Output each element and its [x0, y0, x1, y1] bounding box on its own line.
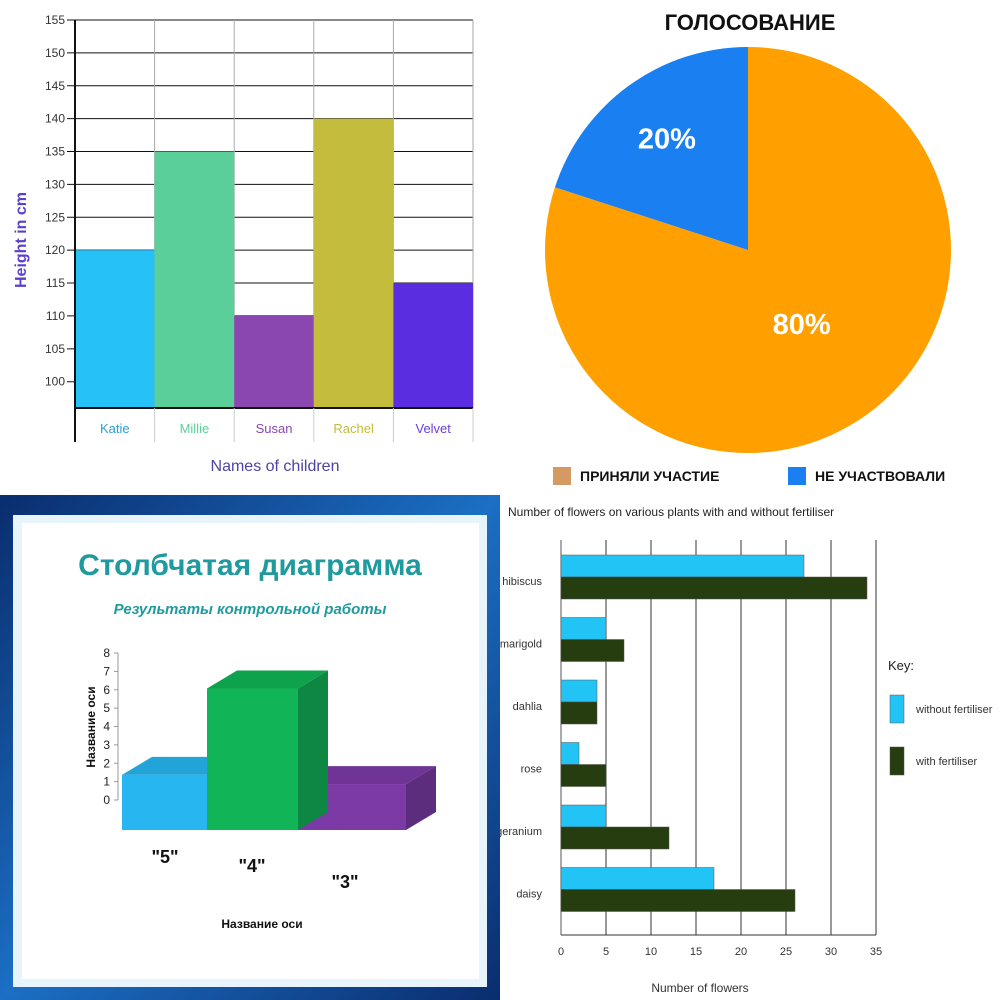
y-axis-title: Название оси	[84, 686, 98, 767]
x-tick-label: 20	[735, 946, 747, 958]
results-3d-bar-slide: Столбчатая диаграмма Результаты контрольн…	[0, 495, 500, 1000]
y-tick-label: 1	[103, 775, 110, 789]
legend-label: ПРИНЯЛИ УЧАСТИЕ	[580, 468, 719, 484]
y-tick-label: 7	[103, 664, 110, 678]
y-tick-label: 2	[103, 756, 110, 770]
x-tick-label: Rachel	[333, 421, 374, 436]
y-tick-label: 120	[45, 243, 65, 257]
x-tick-label: "3"	[331, 872, 358, 892]
chart-title: Number of flowers on various plants with…	[508, 505, 834, 519]
y-tick-label: 110	[46, 309, 65, 323]
y-tick-label: 155	[45, 13, 65, 27]
voting-pie-svg: ГОЛОСОВАНИЕ 80% 20% ПРИНЯЛИ УЧАСТИЕ НЕ УЧАСТ…	[545, 10, 951, 485]
y-tick-label: daisy	[516, 889, 542, 901]
legend-swatch	[889, 694, 905, 724]
bar-hibiscus-with	[560, 576, 868, 600]
legend-label: with fertiliser	[915, 756, 977, 768]
x-tick-label: 25	[780, 946, 792, 958]
x-tick-label: Katie	[100, 421, 130, 436]
bar-daisy-without	[560, 867, 715, 890]
legend-swatch	[889, 746, 905, 776]
bar-geranium-without	[560, 804, 607, 828]
y-tick-label: rose	[521, 764, 542, 776]
y-tick-label: 6	[103, 683, 110, 697]
voting-pie-chart: ГОЛОСОВАНИЕ 80% 20% ПРИНЯЛИ УЧАСТИЕ НЕ УЧАСТ…	[500, 0, 1000, 495]
x-tick-label: 0	[558, 946, 564, 958]
pie-slice-label: 80%	[773, 309, 831, 341]
legend-swatch	[788, 467, 806, 485]
x-tick-label: Susan	[256, 421, 293, 436]
y-tick-label: 145	[45, 79, 65, 93]
x-tick-label: Millie	[180, 421, 210, 436]
bar-front	[122, 774, 208, 830]
results-3d-bar-svg: Столбчатая диаграмма Результаты контрольн…	[0, 495, 500, 1000]
y-tick-label: geranium	[500, 826, 542, 838]
bar-hibiscus-without	[560, 554, 805, 578]
x-axis-title: Название оси	[221, 917, 302, 931]
y-tick-label: 140	[45, 112, 65, 126]
children-height-chart: 100 105 110 115 120 125 130 135 140 145 150 155 Kati…	[0, 0, 500, 490]
pie-slice	[554, 47, 748, 250]
x-tick-label: Velvet	[415, 421, 451, 436]
y-tick-label: 5	[103, 701, 110, 715]
x-axis-title: Names of children	[211, 458, 340, 475]
legend-swatch	[553, 467, 571, 485]
bar-millie	[154, 151, 235, 408]
x-tick-label: "5"	[151, 847, 178, 867]
bar-rachel	[313, 118, 394, 408]
bar-front	[207, 688, 298, 830]
legend-title: Key:	[888, 658, 914, 673]
flowers-fertiliser-chart: Number of flowers on various plants with…	[500, 495, 1000, 1000]
x-tick-label: "4"	[238, 856, 265, 876]
bar-susan	[234, 315, 314, 408]
y-tick-label: hibiscus	[502, 576, 542, 588]
y-axis-title: Height in cm	[13, 192, 30, 288]
bar-top	[298, 766, 436, 785]
y-tick-label: marigold	[500, 639, 542, 651]
y-tick-label: 130	[45, 177, 65, 191]
bar-geranium-with	[560, 826, 670, 850]
y-tick-label: 125	[45, 210, 65, 224]
pie-title: ГОЛОСОВАНИЕ	[665, 10, 836, 35]
x-tick-label: 15	[690, 946, 702, 958]
bar-marigold-without	[560, 617, 607, 640]
legend-label: НЕ УЧАСТВОВАЛИ	[815, 468, 945, 484]
children-height-svg: 100 105 110 115 120 125 130 135 140 145 150 155 Kati…	[13, 13, 474, 475]
bar-dahlia-without	[560, 679, 598, 703]
bar-katie	[75, 250, 155, 408]
pie-slice-label: 20%	[638, 123, 696, 155]
x-tick-label: 35	[870, 946, 882, 958]
bar-side	[298, 670, 328, 830]
y-tick-label: 115	[46, 276, 65, 290]
bar-top	[207, 670, 328, 689]
bar-daisy-with	[560, 889, 796, 912]
legend-label: without fertiliser	[915, 704, 993, 716]
x-tick-label: 10	[645, 946, 657, 958]
y-tick-label: 135	[45, 145, 65, 159]
y-tick-label: 150	[45, 46, 65, 60]
chart-subtitle: Результаты контрольной работы	[114, 601, 387, 618]
bar-rose-without	[560, 742, 580, 765]
x-tick-label: 30	[825, 946, 837, 958]
y-tick-label: dahlia	[513, 701, 543, 713]
bar-rose-with	[560, 764, 607, 787]
bar-dahlia-with	[560, 701, 598, 725]
y-tick-label: 100	[45, 375, 65, 389]
x-axis-title: Number of flowers	[651, 981, 748, 995]
y-tick-label: 4	[103, 720, 110, 734]
bar-velvet	[393, 283, 473, 408]
chart-title: Столбчатая диаграмма	[78, 549, 422, 582]
bar-side	[406, 766, 436, 830]
bar-marigold-with	[560, 639, 625, 662]
x-tick-label: 5	[603, 946, 609, 958]
y-tick-label: 105	[45, 342, 65, 356]
y-tick-label: 8	[103, 646, 110, 660]
flowers-fertiliser-svg: Number of flowers on various plants with…	[500, 505, 993, 995]
y-tick-label: 3	[103, 738, 110, 752]
y-tick-label: 0	[103, 793, 110, 807]
